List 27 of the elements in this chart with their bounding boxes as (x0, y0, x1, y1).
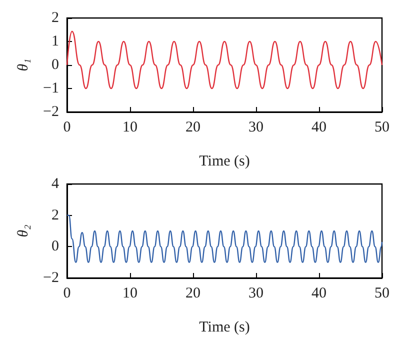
x-tick-label: 30 (248, 286, 264, 302)
line-series (66, 30, 383, 90)
x-axis-title: Time (s) (199, 320, 250, 336)
x-tick-label: 50 (374, 286, 390, 302)
y-tick-label: 0 (52, 238, 59, 255)
x-tick-label: 20 (186, 286, 200, 302)
y-axis-title: θ₁ (16, 58, 32, 72)
y-tick-label: −2 (43, 104, 59, 120)
x-tick-label: 0 (63, 286, 71, 302)
x-tick-label: 50 (374, 120, 390, 136)
x-tick-label: 40 (312, 286, 326, 302)
x-tick-label: 10 (122, 286, 138, 302)
y-tick-label: 1 (52, 34, 59, 50)
x-tick-label: 20 (186, 120, 200, 136)
y-tick-label: 4 (52, 176, 60, 192)
y-axis-title: θ₂ (16, 224, 32, 238)
y-tick-label: 2 (52, 10, 59, 26)
y-tick-label: −2 (43, 270, 59, 286)
y-tick-label: 2 (52, 207, 59, 224)
line-series (66, 214, 383, 263)
x-tick-label: 10 (122, 120, 138, 136)
x-tick-label: 40 (312, 120, 326, 136)
y-tick-label: 0 (52, 57, 59, 73)
x-tick-label: 0 (63, 120, 71, 136)
x-axis-title: Time (s) (199, 154, 250, 170)
y-tick-label: −1 (43, 80, 59, 96)
x-tick-label: 30 (248, 120, 264, 136)
